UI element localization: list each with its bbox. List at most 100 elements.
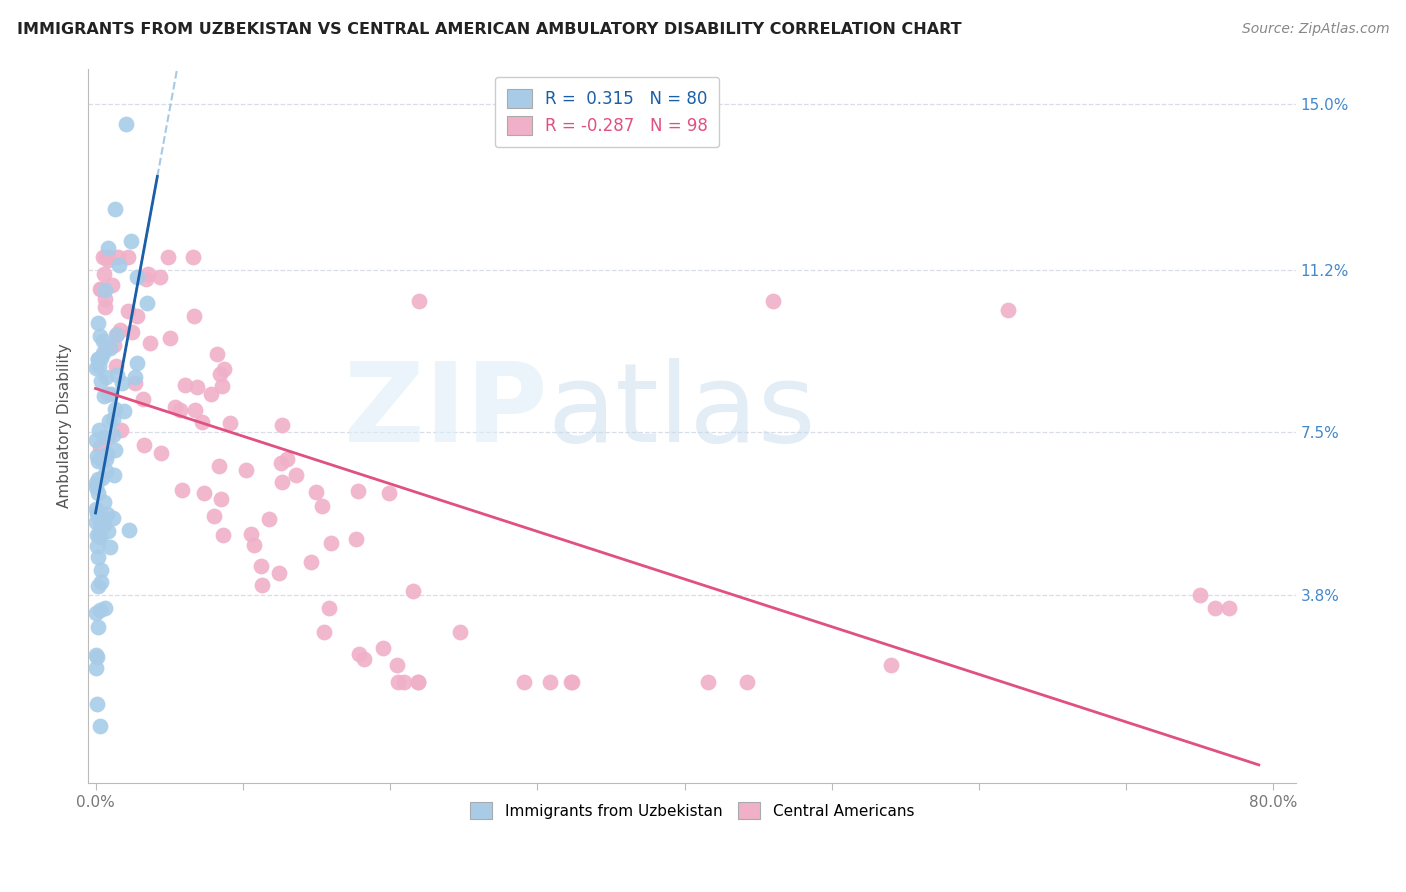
Point — [270, 456, 292, 470]
Point — [149, 269, 172, 284]
Point — [105, 368, 128, 382]
Point — [243, 538, 266, 552]
Point — [212, 362, 235, 376]
Point — [89, 530, 111, 544]
Point — [104, 402, 127, 417]
Point — [84, 501, 107, 516]
Point — [319, 536, 342, 550]
Point — [997, 302, 1019, 317]
Point — [387, 675, 409, 690]
Point — [401, 584, 423, 599]
Point — [84, 480, 107, 494]
Point — [103, 468, 125, 483]
Point — [1218, 600, 1240, 615]
Point — [318, 600, 340, 615]
Point — [87, 472, 110, 486]
Point — [90, 575, 112, 590]
Point — [91, 471, 114, 485]
Point — [84, 476, 107, 491]
Point — [89, 719, 111, 733]
Point — [209, 491, 232, 506]
Point — [93, 389, 115, 403]
Point — [314, 624, 336, 639]
Point — [697, 675, 720, 690]
Point — [91, 334, 114, 349]
Point — [89, 515, 111, 529]
Point — [112, 404, 135, 418]
Point — [347, 647, 370, 661]
Point — [235, 463, 257, 477]
Point — [250, 578, 273, 592]
Point — [84, 661, 107, 675]
Point — [299, 555, 322, 569]
Point — [134, 438, 156, 452]
Point — [87, 549, 110, 564]
Point — [218, 416, 240, 430]
Point — [98, 541, 121, 555]
Point — [159, 331, 181, 345]
Point — [90, 374, 112, 388]
Point — [157, 250, 180, 264]
Point — [94, 293, 117, 307]
Point — [346, 483, 368, 498]
Point — [96, 447, 118, 461]
Point — [101, 428, 124, 442]
Point — [169, 402, 191, 417]
Point — [125, 309, 148, 323]
Point — [538, 675, 561, 690]
Point — [89, 329, 111, 343]
Point — [89, 423, 111, 437]
Point — [101, 511, 124, 525]
Point — [101, 412, 124, 426]
Point — [100, 387, 122, 401]
Point — [93, 268, 115, 282]
Point — [94, 284, 117, 298]
Point — [276, 452, 298, 467]
Point — [84, 515, 107, 529]
Point — [131, 392, 153, 407]
Point — [1204, 600, 1226, 615]
Point — [394, 675, 416, 690]
Point — [202, 509, 225, 524]
Point — [191, 415, 214, 429]
Point — [96, 452, 118, 467]
Point — [125, 269, 148, 284]
Point — [735, 675, 758, 690]
Point — [87, 351, 110, 366]
Text: ZIP: ZIP — [343, 358, 547, 465]
Point — [117, 250, 139, 264]
Point — [762, 293, 785, 308]
Point — [86, 528, 108, 542]
Point — [211, 379, 233, 393]
Legend: Immigrants from Uzbekistan, Central Americans: Immigrants from Uzbekistan, Central Amer… — [464, 796, 921, 825]
Point — [259, 512, 281, 526]
Point — [385, 657, 408, 672]
Text: Source: ZipAtlas.com: Source: ZipAtlas.com — [1241, 22, 1389, 37]
Point — [879, 657, 901, 672]
Point — [86, 620, 108, 634]
Point — [124, 370, 146, 384]
Point — [103, 338, 125, 352]
Point — [240, 527, 263, 541]
Point — [91, 453, 114, 467]
Point — [93, 518, 115, 533]
Point — [378, 486, 401, 500]
Point — [208, 459, 231, 474]
Y-axis label: Ambulatory Disability: Ambulatory Disability — [58, 343, 72, 508]
Point — [86, 449, 108, 463]
Point — [108, 258, 131, 272]
Point — [97, 241, 120, 255]
Point — [165, 401, 187, 415]
Point — [93, 301, 115, 315]
Point — [149, 446, 172, 460]
Point — [353, 651, 375, 665]
Point — [94, 250, 117, 264]
Point — [284, 467, 307, 482]
Point — [90, 351, 112, 365]
Point — [184, 402, 207, 417]
Point — [117, 304, 139, 318]
Point — [186, 380, 208, 394]
Point — [87, 529, 110, 543]
Point — [105, 327, 128, 342]
Point — [271, 417, 294, 432]
